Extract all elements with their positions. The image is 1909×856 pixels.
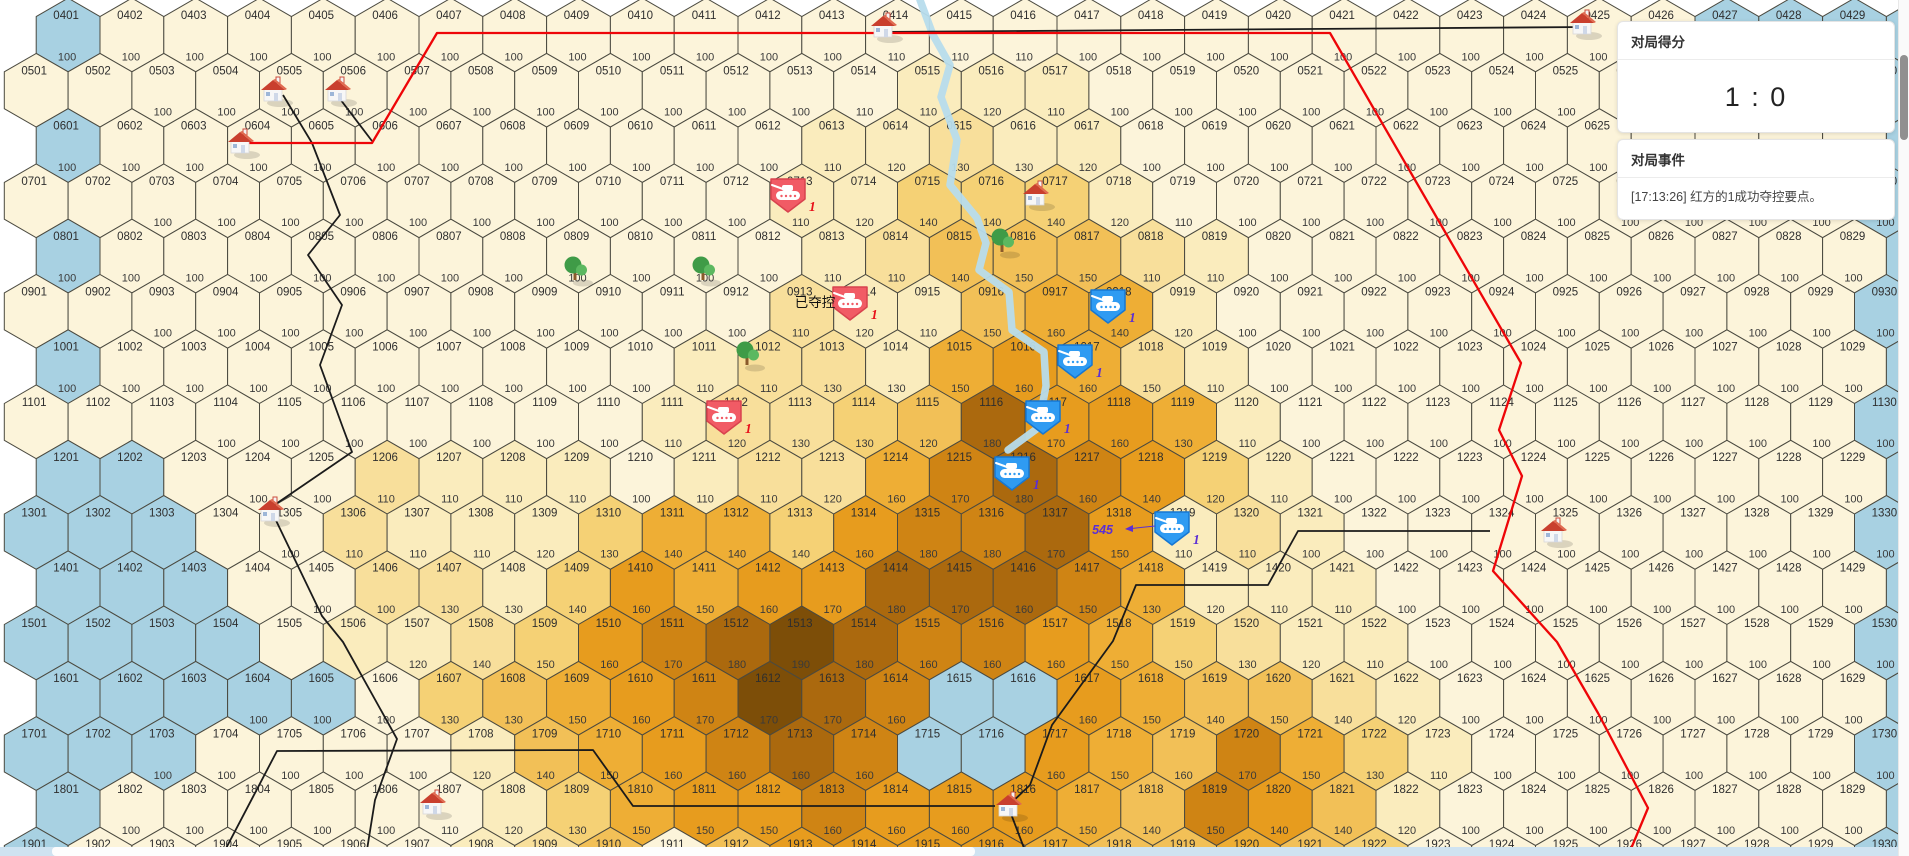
house-icon xyxy=(996,791,1028,822)
unit-strength-badge: 1 xyxy=(1064,421,1071,436)
event-log-entry: [17:13:26] 红方的1成功夺控要点。 xyxy=(1631,190,1823,204)
vertical-scrollbar-thumb[interactable] xyxy=(1900,55,1908,140)
horizontal-scrollbar[interactable] xyxy=(0,847,1899,856)
blue-tank-unit-1216[interactable]: 1 xyxy=(994,456,1040,492)
svg-text:545: 545 xyxy=(1092,523,1114,537)
tree-icon xyxy=(692,256,721,287)
events-card: 对局事件 [17:13:26] 红方的1成功夺控要点。 xyxy=(1617,139,1895,220)
road-line xyxy=(1007,530,1490,856)
house-icon xyxy=(1570,9,1602,40)
house-icon xyxy=(871,12,903,43)
blue-tank-unit-0918[interactable]: 1 xyxy=(1090,289,1136,325)
river xyxy=(916,0,1050,454)
road-line xyxy=(336,94,373,142)
house-icon xyxy=(258,496,290,527)
road-line xyxy=(879,26,1589,33)
captured-point-label: 已夺控 xyxy=(795,295,836,310)
house-icon xyxy=(228,128,260,159)
red-tank-unit-1112[interactable]: 1 xyxy=(706,400,752,436)
unit-strength-badge: 1 xyxy=(871,307,878,322)
vertical-scrollbar[interactable] xyxy=(1898,0,1909,856)
unit-strength-badge: 1 xyxy=(809,199,816,214)
blue-tank-unit-1319[interactable]: 1 xyxy=(1154,511,1200,547)
road-line xyxy=(221,749,995,856)
tree-icon xyxy=(991,228,1020,259)
house-icon xyxy=(1541,517,1573,548)
house-icon xyxy=(325,76,357,107)
unit-strength-badge: 1 xyxy=(1129,310,1136,325)
unit-strength-badge: 1 xyxy=(745,421,752,436)
red-boundary-line xyxy=(240,31,1650,856)
events-card-title: 对局事件 xyxy=(1618,140,1894,178)
score-card: 对局得分 1 : 0 xyxy=(1617,21,1895,133)
blue-tank-unit-1017[interactable]: 1 xyxy=(1057,344,1103,380)
score-card-title: 对局得分 xyxy=(1618,22,1894,60)
unit-tag-545: 545 xyxy=(1092,523,1156,537)
house-icon xyxy=(420,789,452,820)
score-value: 1 : 0 xyxy=(1724,82,1788,112)
unit-strength-badge: 1 xyxy=(1193,532,1200,547)
unit-strength-badge: 1 xyxy=(1033,477,1040,492)
tree-icon xyxy=(736,341,765,372)
tree-icon xyxy=(564,256,593,287)
red-tank-unit-0713[interactable]: 1 xyxy=(770,178,816,214)
road-line xyxy=(269,94,398,856)
blue-tank-unit-1117[interactable]: 1 xyxy=(1025,400,1071,436)
house-icon xyxy=(261,76,293,107)
red-tank-unit-0914[interactable]: 1 xyxy=(832,286,878,322)
horizontal-scrollbar-thumb[interactable] xyxy=(52,847,975,856)
house-icon xyxy=(1023,180,1055,211)
unit-strength-badge: 1 xyxy=(1096,365,1103,380)
